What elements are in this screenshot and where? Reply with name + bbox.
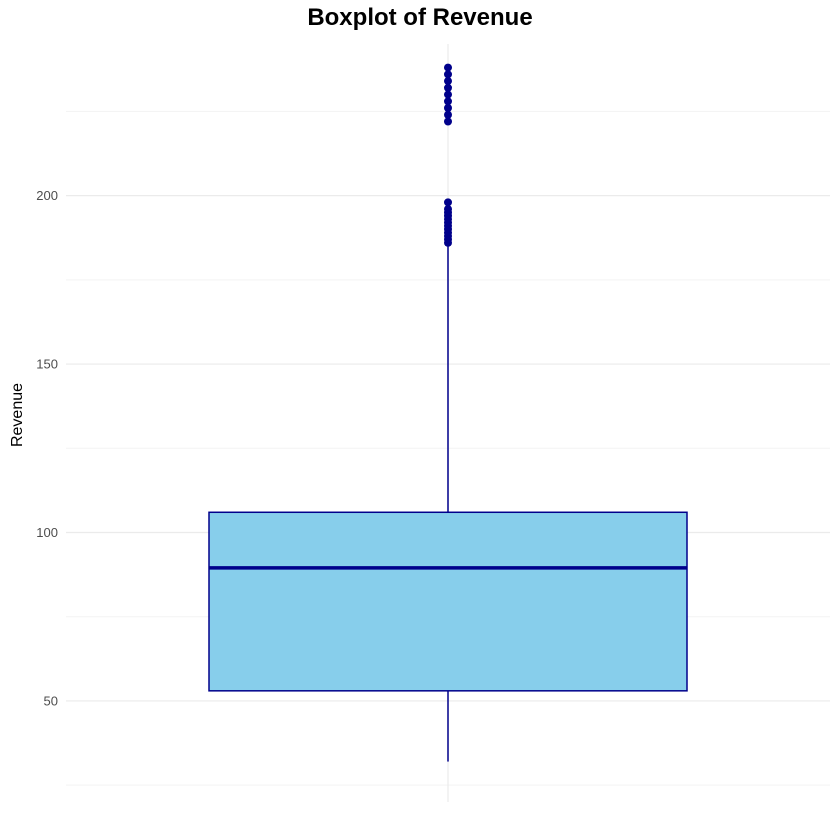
outlier-point [444,97,452,106]
y-tick-label: 100 [36,525,58,540]
outlier-point [444,205,452,214]
outlier-point [444,83,452,92]
outlier-point [444,90,452,99]
box-and-whiskers [208,246,688,762]
outlier-points [444,63,452,247]
y-tick-label: 150 [36,357,58,372]
outlier-point [444,77,452,86]
y-tick-label: 200 [36,188,58,203]
outlier-point [444,104,452,113]
outlier-point [444,198,452,207]
iqr-box [208,511,688,692]
y-tick-labels: 50 100 150 200 [36,188,58,708]
outlier-point [444,63,452,72]
outlier-point [444,110,452,119]
y-axis-title: Revenue [9,383,26,447]
outlier-point [444,70,452,79]
chart-title: Boxplot of Revenue [307,4,533,31]
outlier-point [444,117,452,126]
y-tick-label: 50 [44,693,58,708]
